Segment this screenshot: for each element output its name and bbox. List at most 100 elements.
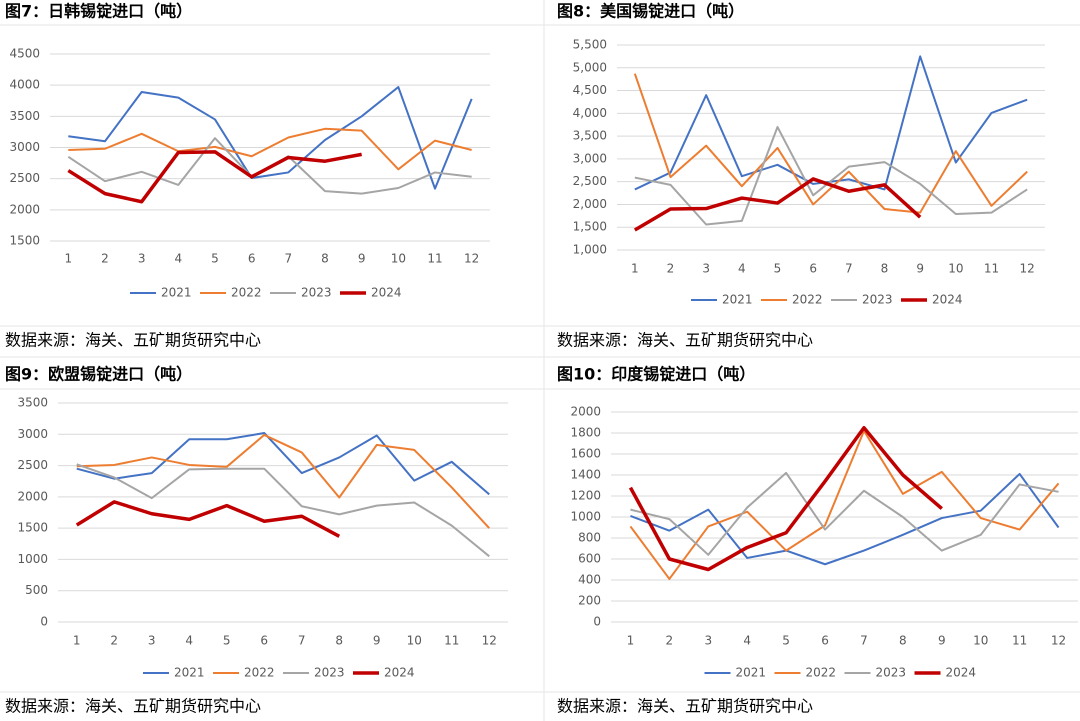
y-tick-label: 4500 [9,47,40,61]
x-tick-label: 5 [223,634,231,648]
x-tick-label: 9 [358,252,366,266]
y-tick-label: 1200 [570,489,601,503]
chart-title: 图9：欧盟锡锭进口（吨） [5,365,192,384]
chart-title: 图8：美国锡锭进口（吨） [557,2,744,21]
y-tick-label: 5,000 [573,60,607,74]
x-tick-label: 2 [666,634,674,648]
legend-label: 2021 [174,666,205,680]
x-tick-label: 12 [482,634,497,648]
y-tick-label: 2000 [570,405,601,419]
chart-title: 图10：印度锡锭进口（吨） [557,365,755,384]
x-tick-label: 7 [298,634,306,648]
y-tick-label: 2000 [17,489,48,503]
x-tick-label: 6 [260,634,268,648]
x-tick-label: 2 [101,252,109,266]
y-tick-label: 400 [578,573,601,587]
series-line [628,426,943,572]
y-tick-label: 3500 [9,109,40,123]
y-tick-label: 4,500 [573,83,607,97]
x-tick-label: 5 [211,252,219,266]
y-tick-label: 3,500 [573,129,607,143]
legend-label: 2024 [932,293,963,307]
x-tick-label: 10 [407,634,422,648]
y-tick-label: 2500 [17,458,48,472]
legend-label: 2023 [876,666,907,680]
x-tick-label: 4 [738,262,746,276]
y-tick-label: 1400 [570,468,601,482]
x-tick-label: 11 [427,252,442,266]
x-tick-label: 2 [110,634,118,648]
x-tick-label: 9 [373,634,381,648]
x-tick-label: 12 [464,252,479,266]
series-line [75,500,341,538]
series-line [68,127,472,171]
x-tick-label: 9 [916,262,924,276]
x-tick-label: 1 [627,634,635,648]
x-tick-label: 7 [860,634,868,648]
x-tick-label: 4 [743,634,751,648]
y-tick-label: 1800 [570,426,601,440]
x-tick-label: 1 [65,252,73,266]
series-line [76,463,490,558]
series-line [76,432,490,496]
y-tick-label: 600 [578,552,601,566]
x-tick-label: 8 [881,262,889,276]
x-tick-label: 3 [702,262,710,276]
x-tick-label: 1 [631,262,639,276]
y-tick-label: 5,500 [573,38,607,52]
y-tick-label: 2500 [9,171,40,185]
x-tick-label: 10 [391,252,406,266]
x-tick-label: 6 [821,634,829,648]
y-tick-label: 500 [25,583,48,597]
x-tick-label: 4 [175,252,183,266]
source-note: 数据来源：海关、五矿期货研究中心 [5,697,261,716]
y-tick-label: 2000 [9,202,40,216]
x-tick-label: 6 [248,252,256,266]
y-tick-label: 1000 [17,552,48,566]
legend-label: 2024 [384,666,415,680]
source-note: 数据来源：海关、五矿期货研究中心 [5,331,261,350]
legend-label: 2023 [314,666,345,680]
legend-label: 2022 [792,293,823,307]
x-tick-label: 3 [138,252,146,266]
y-tick-label: 1000 [570,510,601,524]
legend-label: 2022 [244,666,275,680]
y-tick-label: 1,000 [573,243,607,257]
x-tick-label: 8 [335,634,343,648]
legend-label: 2024 [371,286,402,300]
series-line [629,429,1060,580]
series-line [633,177,922,232]
y-tick-label: 3500 [17,396,48,410]
x-tick-label: 11 [1012,634,1027,648]
legend-label: 2023 [862,293,893,307]
x-tick-label: 6 [809,262,817,276]
series-line [67,150,362,204]
x-tick-label: 12 [1051,634,1066,648]
y-tick-label: 1600 [570,447,601,461]
legend-label: 2023 [301,286,332,300]
legend-label: 2022 [231,286,262,300]
y-tick-label: 0 [40,615,48,629]
chart-title: 图7：日韩锡锭进口（吨） [5,2,192,21]
series-line [630,471,1059,556]
x-tick-label: 10 [948,262,963,276]
series-line [68,86,473,190]
y-tick-label: 1500 [9,234,40,248]
x-tick-label: 12 [1020,262,1035,276]
x-tick-label: 3 [148,634,156,648]
x-tick-label: 11 [984,262,999,276]
x-tick-label: 10 [973,634,988,648]
x-tick-label: 7 [285,252,293,266]
y-tick-label: 3000 [17,427,48,441]
x-tick-label: 4 [185,634,193,648]
y-tick-label: 2,500 [573,174,607,188]
x-tick-label: 9 [938,634,946,648]
y-tick-label: 2,000 [573,197,607,211]
legend-label: 2021 [722,293,753,307]
legend-label: 2021 [736,666,767,680]
y-tick-label: 200 [578,594,601,608]
legend-label: 2022 [806,666,837,680]
y-tick-label: 800 [578,531,601,545]
y-tick-label: 3,000 [573,151,607,165]
